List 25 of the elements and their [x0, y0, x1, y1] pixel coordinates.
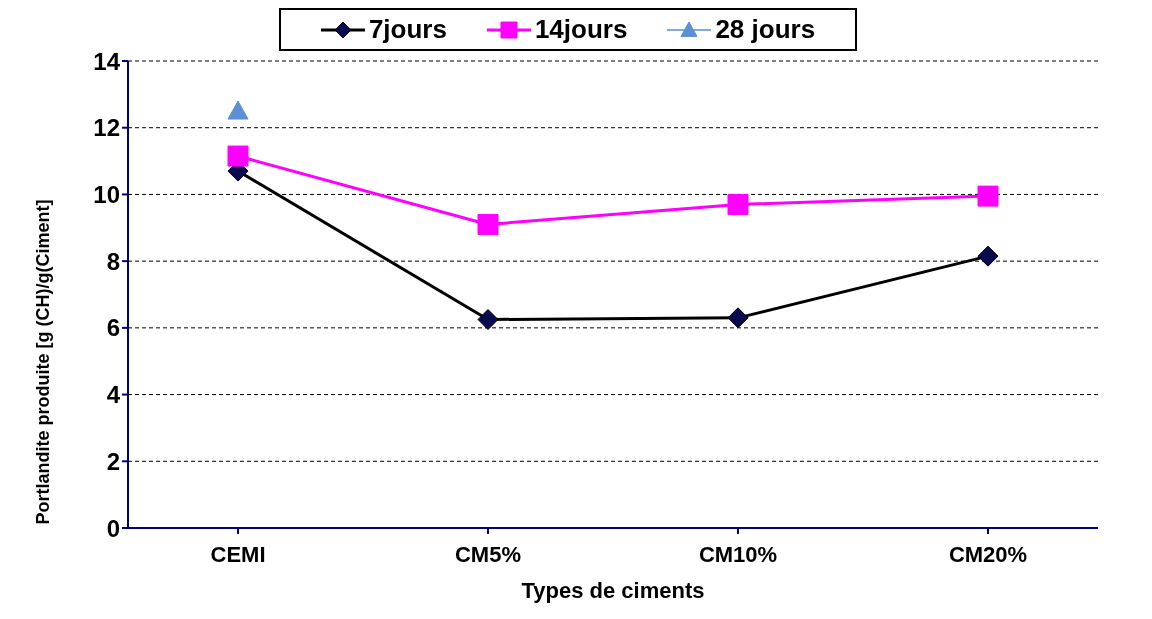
x-tick-label: CM20%: [948, 541, 1028, 567]
y-tick-label: 8: [106, 247, 120, 275]
legend-label: 7jours: [368, 14, 447, 45]
y-tick-label: 14: [93, 47, 121, 75]
point: [477, 309, 499, 331]
y-tick-label: 6: [106, 314, 120, 342]
point: [727, 307, 749, 329]
y-axis-title: Portlandite produite [g (CH)/g(Ciment]: [33, 199, 54, 525]
x-tick-label: CEMI: [210, 541, 266, 567]
legend-label: 28 jours: [715, 14, 816, 45]
legend-label: 14jours: [534, 14, 628, 45]
x-tick-label: CM10%: [698, 541, 778, 567]
point: [227, 100, 249, 120]
point: [227, 145, 249, 167]
point: [977, 185, 999, 207]
x-tick-label: CM5%: [454, 541, 522, 567]
y-tick-label: 12: [93, 114, 120, 142]
y-tick-label: 10: [93, 180, 120, 208]
y-tick-label: 4: [106, 381, 121, 409]
y-tick-label: 2: [106, 447, 120, 475]
point: [727, 193, 749, 215]
y-tick-label: 0: [106, 514, 120, 542]
point: [977, 245, 999, 267]
x-axis-title: Types de ciments: [521, 578, 705, 603]
point: [477, 213, 499, 235]
